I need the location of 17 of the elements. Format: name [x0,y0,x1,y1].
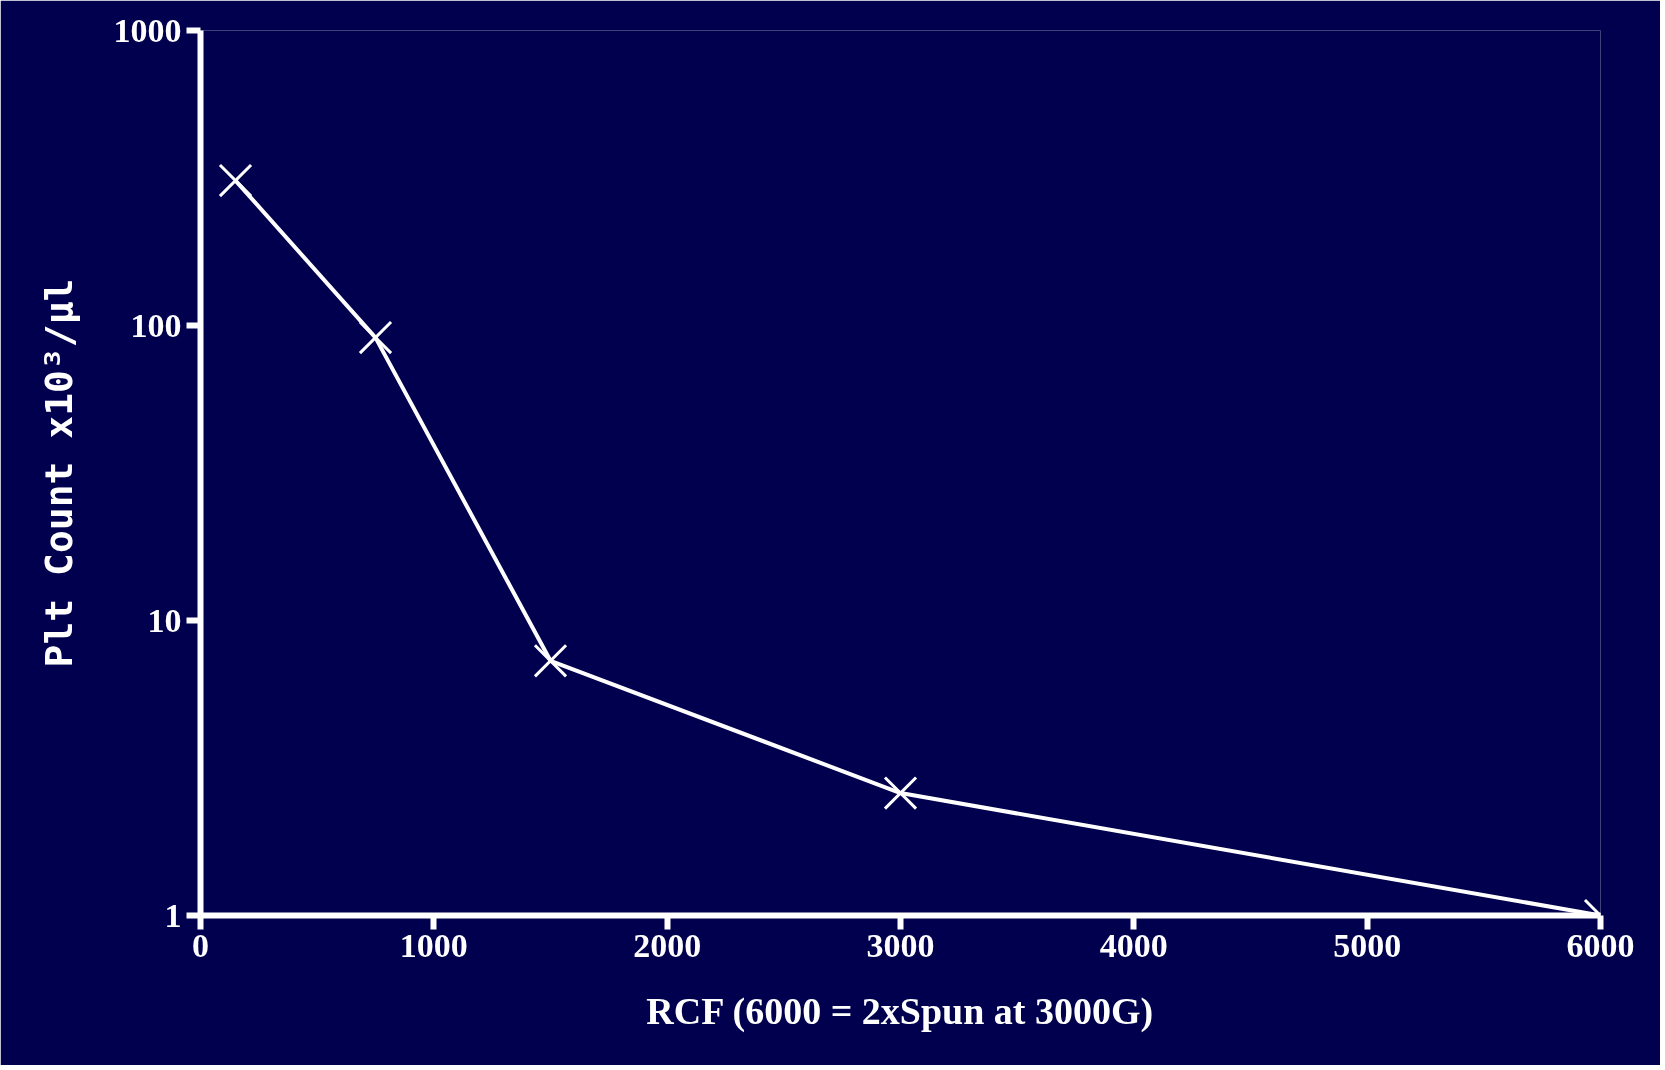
x-tick-label: 2000 [633,926,702,964]
x-tick-label: 0 [192,926,209,964]
point [218,163,253,198]
point [358,320,393,355]
y-tick-label: 1 [164,896,182,934]
y-tick-label: 10 [147,601,182,639]
x-tick-label: 6000 [1566,926,1635,964]
point [533,643,568,678]
x-tick-label: 4000 [1099,926,1168,964]
x-tick-label: 3000 [866,926,935,964]
x-tick-label: 5000 [1333,926,1402,964]
y-tick-label: 1000 [113,11,182,49]
y-tick-label: 100 [130,306,182,344]
x-axis-title: RCF (6000 = 2xSpun at 3000G) [646,989,1154,1033]
x-tick-label: 1000 [399,926,468,964]
point [883,776,918,811]
y-axis-title: Plt Count x10³/μl [36,278,81,668]
